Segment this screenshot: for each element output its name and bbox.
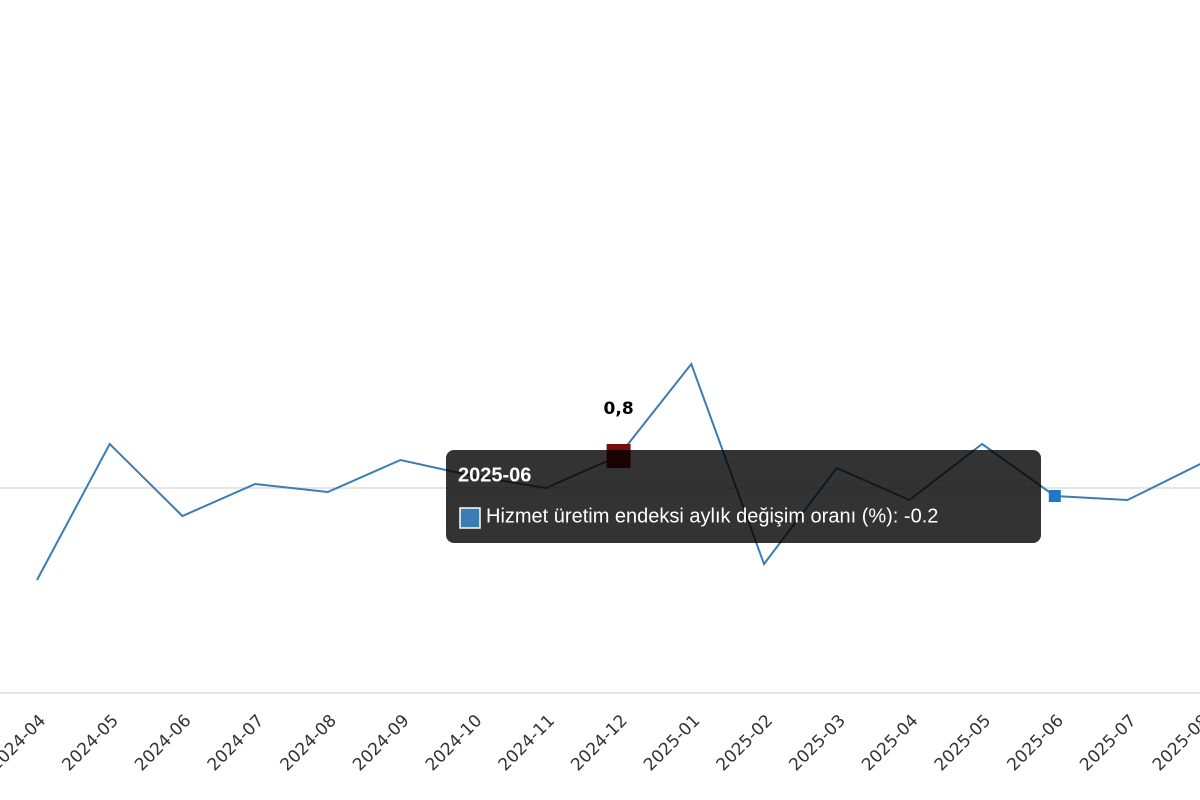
x-tick-label: 2025-08 [1149, 711, 1200, 775]
tooltip: 2025-06 Hizmet üretim endeksi aylık değiş… [446, 450, 1041, 543]
x-tick-label: 2024-08 [277, 711, 341, 775]
x-tick-label: 2025-02 [713, 711, 777, 775]
x-tick-label: 2025-07 [1076, 711, 1140, 775]
x-tick-label: 2025-05 [931, 711, 995, 775]
x-tick-label: 2025-06 [1004, 711, 1068, 775]
x-tick-label: 2024-12 [567, 711, 631, 775]
x-tick-label: 2025-03 [785, 711, 849, 775]
x-tick-label: 2024-07 [204, 711, 268, 775]
data-label: 0,8 [604, 399, 634, 419]
tooltip-title: 2025-06 [458, 464, 531, 486]
x-tick-label: 2025-04 [858, 711, 922, 775]
tooltip-text: Hizmet üretim endeksi aylık değişim oran… [486, 505, 938, 527]
tooltip-swatch [459, 507, 481, 529]
tooltip-box [446, 450, 1041, 543]
x-tick-label: 2024-10 [422, 711, 486, 775]
hover-marker [1048, 490, 1061, 502]
x-tick-label: 2024-05 [58, 711, 122, 775]
x-tick-label: 2025-01 [640, 711, 704, 775]
x-tick-label: 2024-11 [495, 711, 559, 775]
x-tick-label: 2024-04 [0, 711, 50, 775]
x-tick-label: 2024-09 [349, 711, 413, 775]
x-tick-label: 2024-06 [131, 711, 195, 775]
